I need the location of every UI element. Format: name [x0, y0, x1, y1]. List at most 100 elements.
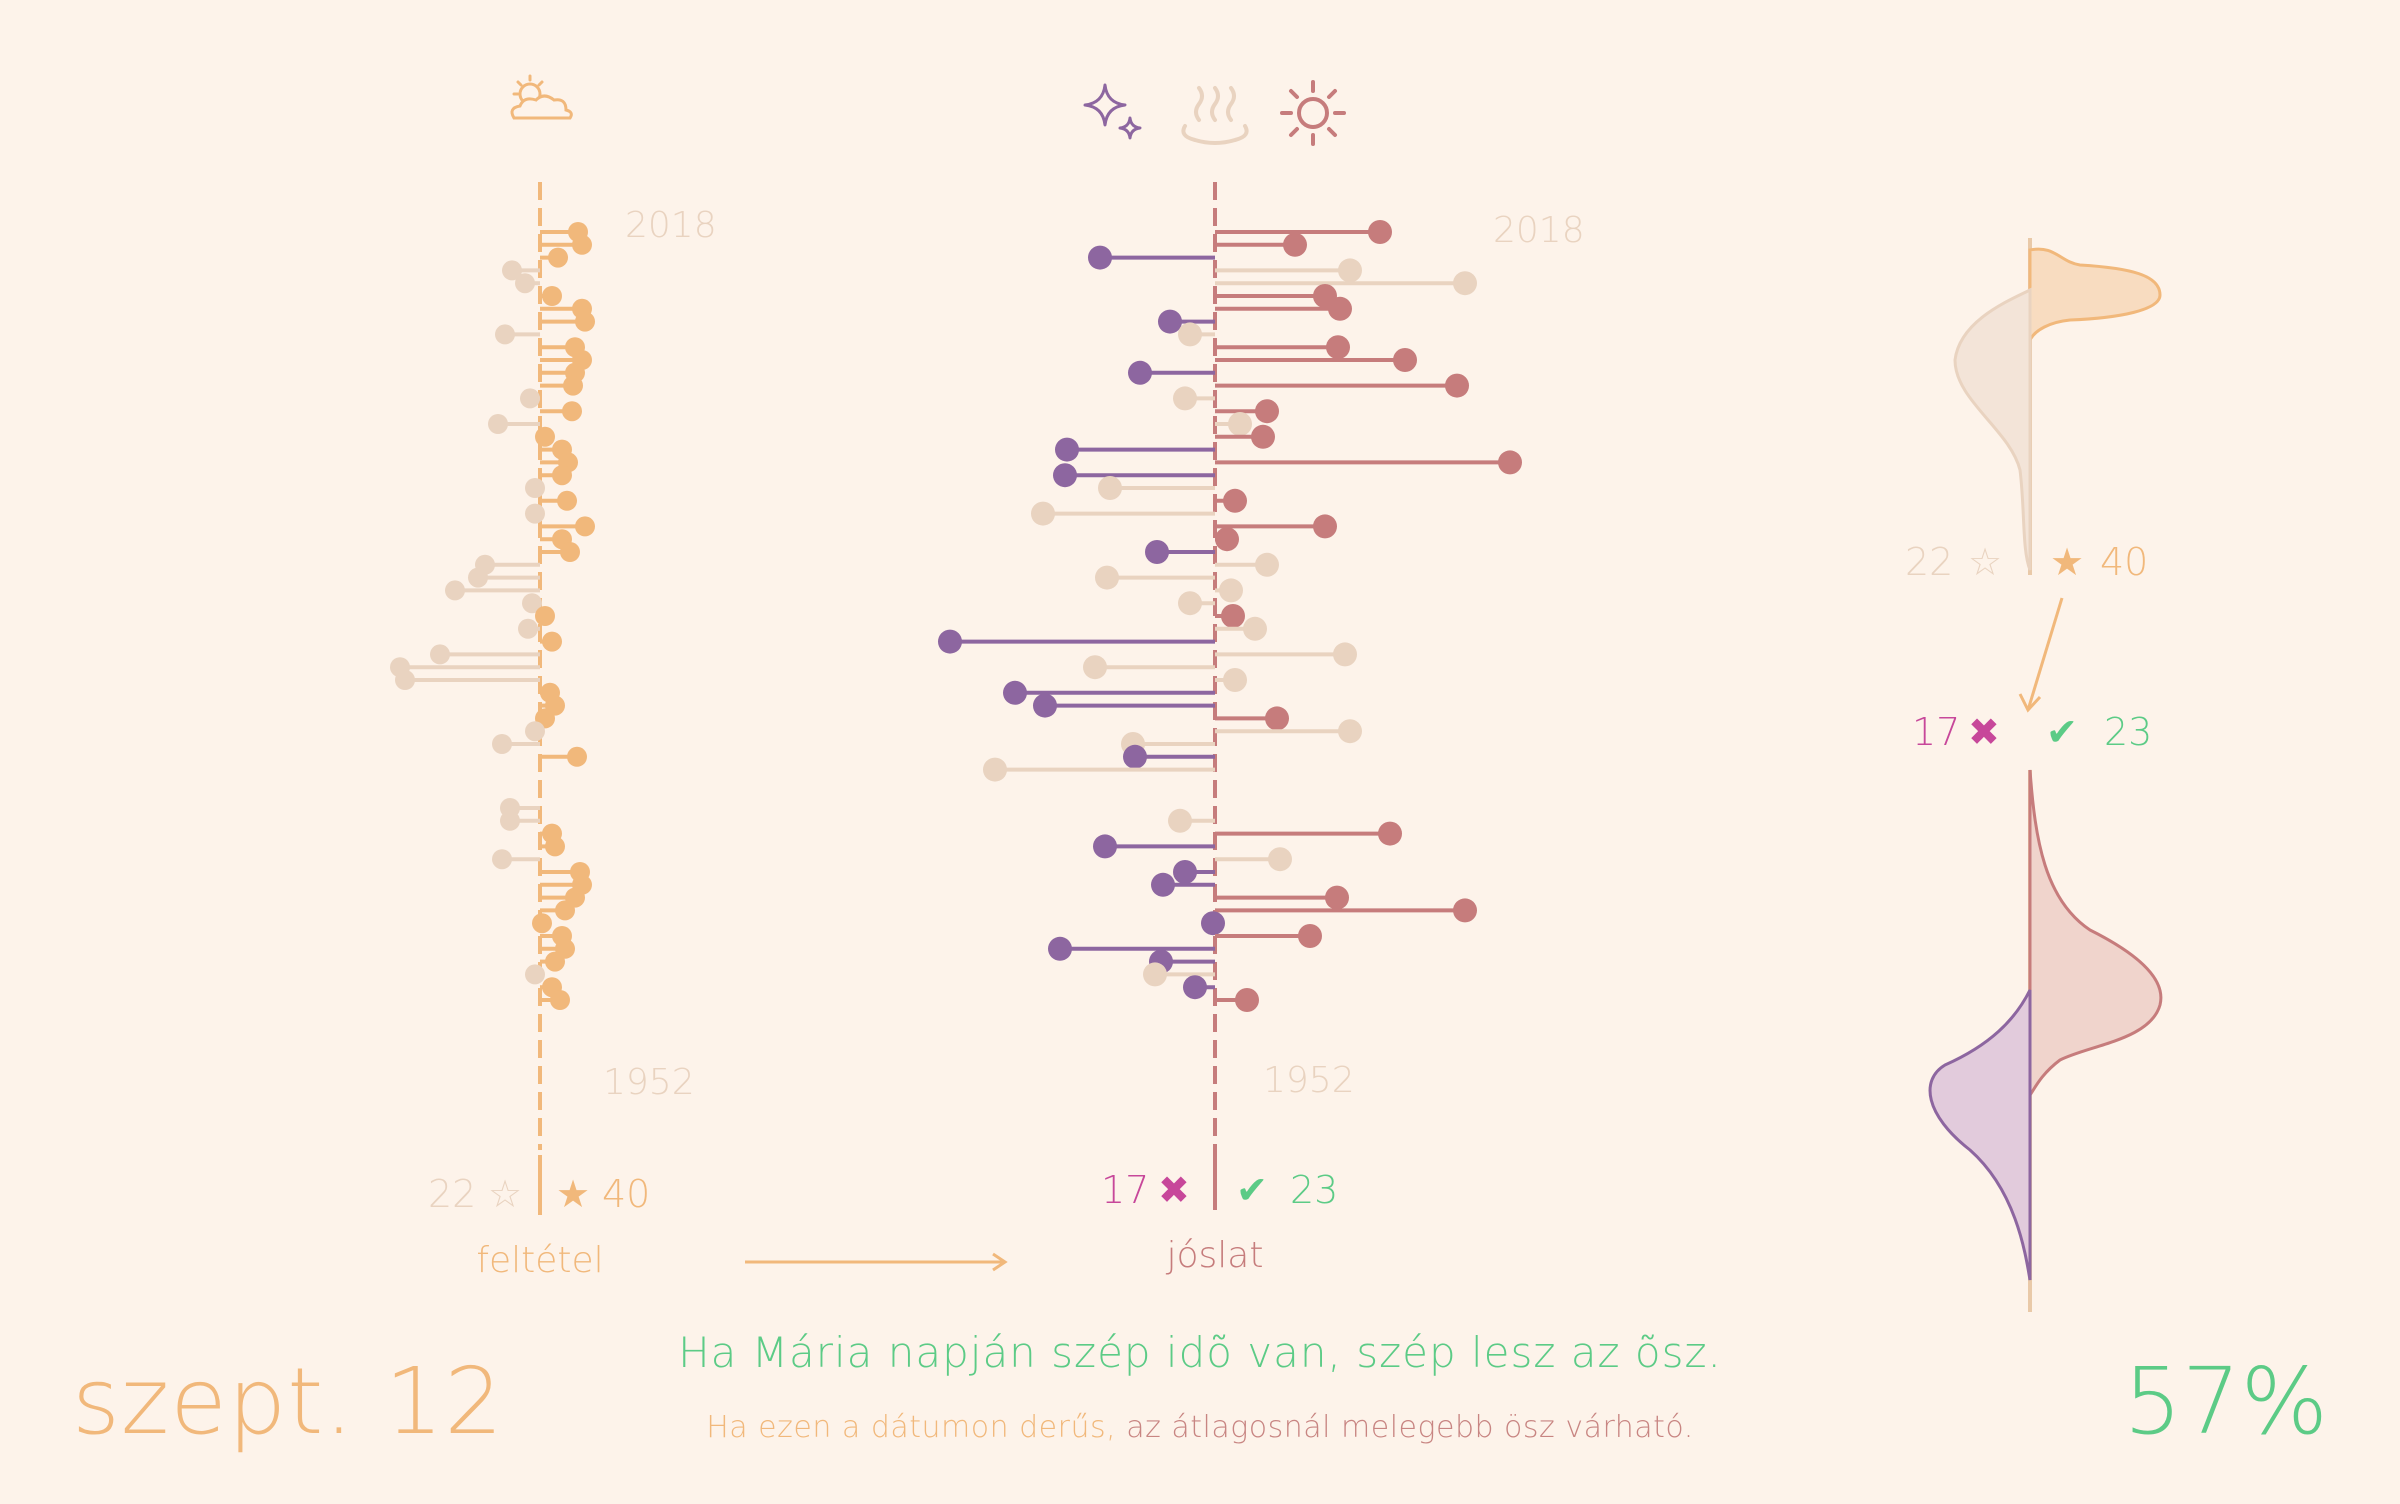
- dist-condition-false: [1953, 287, 2032, 571]
- condition-dot-2003: [488, 414, 508, 434]
- prediction-dot-1967: [1151, 872, 1175, 897]
- condition-dot-2014: [515, 273, 535, 294]
- hot-springs-icon: [1175, 80, 1255, 150]
- prediction-dot-2002: [1251, 424, 1275, 449]
- condition-dot-1998: [525, 478, 545, 498]
- condition-dot-2010: [495, 324, 515, 345]
- condition-dot-1999: [552, 465, 572, 486]
- prediction-dot-2003: [1228, 412, 1252, 436]
- condition-dot-1964: [532, 913, 552, 934]
- condition-dot-1986: [542, 631, 562, 652]
- static-shapes: [538, 597, 2064, 1272]
- prediction-dot-1993: [1145, 540, 1169, 564]
- prediction-dot-2016: [1088, 245, 1112, 270]
- prediction-dot-1985: [1333, 642, 1357, 667]
- prediction-dot-1988: [1221, 604, 1245, 628]
- prediction-dot-1970: [1093, 834, 1117, 859]
- dist-miss-icon: ✖: [1968, 710, 2000, 754]
- prediction-lollipops: [938, 182, 1522, 1150]
- prediction-miss-icon: ✖: [1158, 1168, 1190, 1212]
- prediction-dot-2004: [1255, 399, 1279, 424]
- prediction-dot-1968: [1173, 860, 1197, 884]
- prediction-dot-1992: [1255, 552, 1279, 577]
- dist-hit-icon: ✔: [2046, 710, 2078, 754]
- condition-dot-1972: [500, 810, 520, 831]
- condition-dot-1991: [468, 567, 488, 588]
- condition-dot-1996: [525, 503, 545, 524]
- condition-star-filled-icon: ★: [556, 1172, 591, 1216]
- condition-dot-1979: [525, 721, 545, 742]
- condition-count-false: 22: [428, 1172, 477, 1216]
- prediction-dot-1996: [1031, 501, 1055, 526]
- prediction-dot-2009: [1326, 335, 1350, 360]
- prediction-dot-1959: [1183, 975, 1207, 1000]
- dist-star-outline-icon: ☆: [1968, 540, 2003, 584]
- dist-count-miss: 17: [1912, 710, 1961, 754]
- condition-dot-1987: [518, 618, 538, 639]
- condition-dot-1995: [575, 516, 595, 537]
- condition-dot-2004: [562, 401, 582, 422]
- dist-condition-true: [2028, 247, 2162, 341]
- prediction-dot-1963: [1298, 924, 1322, 948]
- condition-dot-1970: [545, 836, 565, 857]
- prediction-dot-2017: [1283, 232, 1307, 257]
- prediction-count-hit: 23: [1290, 1168, 1339, 1212]
- explanation-condition: Ha ezen a dátumon derűs,: [706, 1410, 1117, 1445]
- prediction-dot-1989: [1178, 591, 1202, 616]
- condition-dot-2017: [572, 234, 592, 255]
- prediction-dot-2018: [1368, 220, 1392, 244]
- prediction-dot-1977: [1123, 744, 1147, 769]
- prediction-dot-1969: [1268, 847, 1292, 872]
- prediction-dot-1984: [1083, 655, 1107, 680]
- sun-icon: [1278, 78, 1348, 148]
- condition-year-top: 2018: [625, 205, 717, 246]
- condition-dot-1977: [567, 746, 587, 767]
- condition-dot-2006: [563, 375, 583, 396]
- prediction-dot-1991: [1095, 565, 1119, 590]
- prediction-dot-2007: [1128, 360, 1152, 385]
- date-label: szept. 12: [72, 1348, 504, 1455]
- dist-prediction-warm: [2028, 769, 2163, 1100]
- dist-arrow-head: [2018, 693, 2042, 713]
- prediction-dot-1999: [1053, 463, 1077, 488]
- prediction-dot-2012: [1328, 296, 1352, 321]
- condition-dot-2011: [575, 311, 595, 332]
- condition-dot-1965: [555, 900, 575, 921]
- condition-dot-2013: [542, 286, 562, 306]
- prediction-dot-1983: [1223, 668, 1247, 692]
- prediction-dot-1995: [1313, 514, 1337, 539]
- condition-dot-2002: [535, 426, 555, 447]
- dist-count-hit: 23: [2104, 710, 2153, 754]
- sparkles-icon: [1080, 80, 1150, 150]
- condition-lollipops: [390, 182, 595, 1150]
- prediction-dot-2014: [1453, 271, 1477, 296]
- condition-dot-1983: [395, 670, 415, 690]
- condition-star-outline-icon: ☆: [488, 1172, 523, 1216]
- distribution-curves: [1928, 238, 2163, 1312]
- explanation-prediction: az átlagosnál melegebb ösz várható.: [1126, 1410, 1694, 1445]
- prediction-dot-2006: [1445, 373, 1469, 398]
- condition-dot-1960: [525, 964, 545, 985]
- condition-dot-1958: [550, 990, 570, 1010]
- prediction-dot-2010: [1178, 322, 1202, 347]
- condition-dot-1969: [492, 849, 512, 870]
- prediction-dot-2001: [1055, 437, 1079, 462]
- prediction-dot-1958: [1235, 988, 1259, 1012]
- percent-label: 57%: [2123, 1348, 2328, 1455]
- condition-dot-1978: [492, 734, 512, 754]
- prediction-dot-1971: [1378, 821, 1402, 846]
- condition-dot-2005: [520, 388, 540, 409]
- dist-star-filled-icon: ★: [2050, 540, 2085, 584]
- prediction-dot-1980: [1265, 706, 1289, 731]
- prediction-dot-1997: [1223, 488, 1247, 513]
- condition-dot-1990: [445, 580, 465, 601]
- prediction-hit-icon: ✔: [1236, 1168, 1268, 1212]
- prediction-dot-1981: [1033, 693, 1057, 718]
- prediction-dot-1972: [1168, 808, 1192, 833]
- prediction-dot-1965: [1453, 898, 1477, 923]
- condition-dot-2016: [548, 247, 568, 268]
- condition-dot-1993: [560, 542, 580, 562]
- explanation: Ha ezen a dátumon derűs, az átlagosnál m…: [0, 1410, 2400, 1445]
- sun-behind-cloud-icon: [500, 70, 580, 130]
